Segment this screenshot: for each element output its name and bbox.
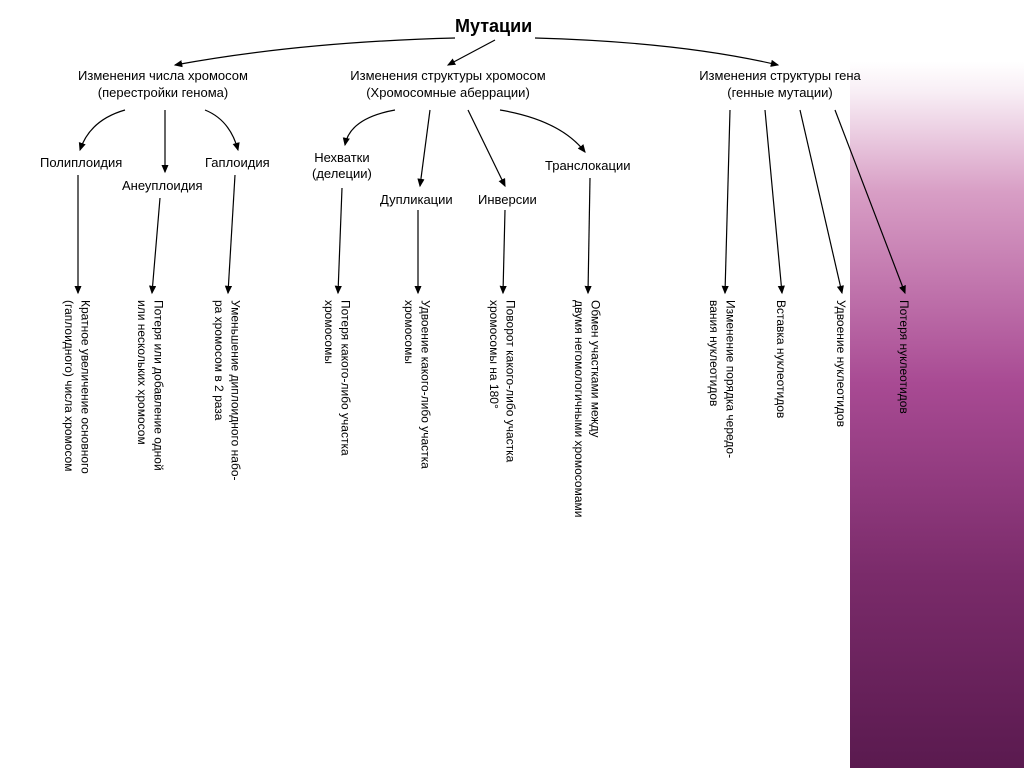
sub-translocation: Транслокации [545, 158, 630, 173]
leaf-doubling: Удвоение нуклеотидов [832, 300, 849, 427]
sub-inversion: Инверсии [478, 192, 537, 207]
leaf-duplication: Удвоение какого-либо участкахромосомы [400, 300, 434, 469]
diagram-title: Мутации [455, 16, 532, 37]
leaf-aneuploidy: Потеря или добавление однойили нескольки… [133, 300, 167, 471]
leaf-haploidy: Уменьшение диплоидного набо-ра хромосом … [210, 300, 244, 481]
sub-polyploidy: Полиплоидия [40, 155, 122, 170]
sub-deletion: Нехватки(делеции) [312, 150, 372, 181]
leaf-polyploidy: Кратное увеличение основного(гаплоидного… [60, 300, 94, 474]
leaf-order: Изменение порядка чередо-вания нуклеотид… [705, 300, 739, 458]
sub-duplication: Дупликации [380, 192, 453, 207]
leaf-translocation: Обмен участками междудвумя негомологичны… [570, 300, 604, 517]
leaf-inversion: Поворот какого-либо участкахромосомы на … [485, 300, 519, 462]
group-chromosome-label: Изменения структуры хромосом (Хромосомны… [318, 68, 578, 102]
diagram-content: Мутации Изменения числа хромосом (перест… [0, 0, 1024, 768]
leaf-deletion: Потеря какого-либо участкахромосомы [320, 300, 354, 456]
group-genome-label: Изменения числа хромосом (перестройки ге… [48, 68, 278, 102]
leaf-insertion: Вставка нуклеотидов [772, 300, 789, 418]
sub-aneuploidy: Анеуплоидия [122, 178, 203, 193]
group-gene-label: Изменения структуры гена (генные мутации… [665, 68, 895, 102]
sub-haploidy: Гаплоидия [205, 155, 270, 170]
leaf-loss: Потеря нуклеотидов [895, 300, 912, 414]
